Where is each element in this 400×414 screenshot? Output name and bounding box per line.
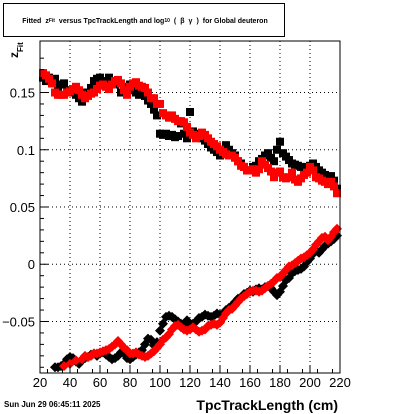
data-point-square	[141, 83, 149, 92]
data-point-square	[75, 86, 83, 95]
data-point-square	[144, 88, 152, 97]
data-point-square	[150, 105, 158, 114]
x-tick-label: 180	[269, 375, 291, 390]
data-point-square	[105, 85, 113, 94]
x-axis-label: TpcTrackLength (cm)	[196, 397, 338, 413]
x-tick-label: 120	[179, 375, 201, 390]
data-point-square	[117, 79, 125, 88]
x-tick-label: 100	[149, 375, 171, 390]
y-axis-label-sub: Fit	[16, 42, 25, 52]
data-point-square	[285, 173, 293, 182]
data-point-square	[222, 141, 230, 150]
title-gamma: γ	[188, 17, 193, 25]
x-tick-label: 80	[123, 375, 137, 390]
title-beta: β	[180, 17, 185, 25]
data-point-square	[264, 149, 272, 158]
data-point-square	[309, 166, 317, 175]
data-point-square	[273, 145, 281, 154]
data-point-square	[183, 122, 191, 131]
y-tick-labels: −0.05 0 0.05 0.1 0.15	[2, 86, 35, 330]
y-tick-label: 0	[28, 257, 35, 272]
data-point-square	[186, 107, 194, 116]
y-axis-label-main: z	[7, 52, 21, 58]
data-point-square	[288, 168, 296, 177]
data-point-square	[147, 99, 155, 108]
data-point-square	[327, 177, 335, 186]
x-tick-label: 200	[299, 375, 321, 390]
data-point-square	[51, 74, 59, 83]
title-paren-close: )	[196, 17, 199, 25]
data-point-square	[327, 172, 335, 181]
data-point-square	[48, 79, 56, 88]
data-point-square	[174, 132, 182, 141]
data-point-square	[333, 189, 341, 198]
data-point-square	[270, 157, 278, 166]
title-z-subscript: Fit	[48, 18, 55, 24]
data-markers	[39, 69, 342, 373]
y-tick-label: 0.05	[10, 200, 35, 215]
data-point-square	[270, 173, 278, 182]
data-point-square	[303, 168, 311, 177]
x-tick-labels: 20 40 60 80 100 120 140 160 180 200 220	[33, 375, 351, 390]
data-point-square	[45, 74, 53, 83]
data-point-square	[234, 157, 242, 166]
y-tick-label: 0.1	[17, 143, 35, 158]
data-point-square	[123, 90, 131, 99]
title-suffix: for Global deuteron	[202, 17, 268, 25]
y-tick-label: 0.15	[10, 86, 35, 101]
data-point-square	[120, 86, 128, 95]
data-point-square	[267, 167, 275, 176]
x-tick-label: 220	[329, 375, 351, 390]
data-point-square	[96, 73, 104, 82]
data-point-square	[180, 118, 188, 127]
axis-ticks	[39, 57, 341, 373]
data-point-square	[153, 111, 161, 120]
y-axis-label: zFit	[7, 42, 25, 58]
data-point-square	[60, 79, 68, 88]
data-point-square	[156, 99, 164, 108]
y-tick-label: −0.05	[2, 314, 35, 329]
data-point-square	[183, 134, 191, 143]
data-point-square	[255, 165, 263, 174]
data-point-square	[87, 83, 95, 92]
x-tick-label: 20	[33, 375, 47, 390]
chart-title: Fitted z Fit versus TpcTrackLength and lo…	[4, 4, 286, 38]
x-tick-label: 60	[93, 375, 107, 390]
data-point-diamond	[293, 255, 303, 266]
chart-title-box: Fitted z Fit versus TpcTrackLength and lo…	[3, 3, 285, 37]
data-point-square	[150, 94, 158, 103]
title-log-subscript: 10	[164, 18, 170, 24]
title-mid: versus TpcTrackLength and log	[58, 17, 165, 25]
data-point-square	[276, 167, 284, 176]
data-point-square	[330, 182, 338, 191]
title-paren-open: (	[173, 17, 177, 25]
y-axis-label-group: zFit	[7, 42, 25, 58]
title-z-symbol: z	[45, 17, 49, 25]
title-prefix: Fitted	[22, 17, 42, 25]
x-tick-label: 140	[209, 375, 231, 390]
data-point-square	[180, 129, 188, 138]
x-tick-label: 160	[239, 375, 261, 390]
x-tick-label: 40	[63, 375, 77, 390]
footer-timestamp: Sun Jun 29 06:45:11 2025	[4, 400, 101, 409]
data-point-square	[276, 137, 284, 146]
